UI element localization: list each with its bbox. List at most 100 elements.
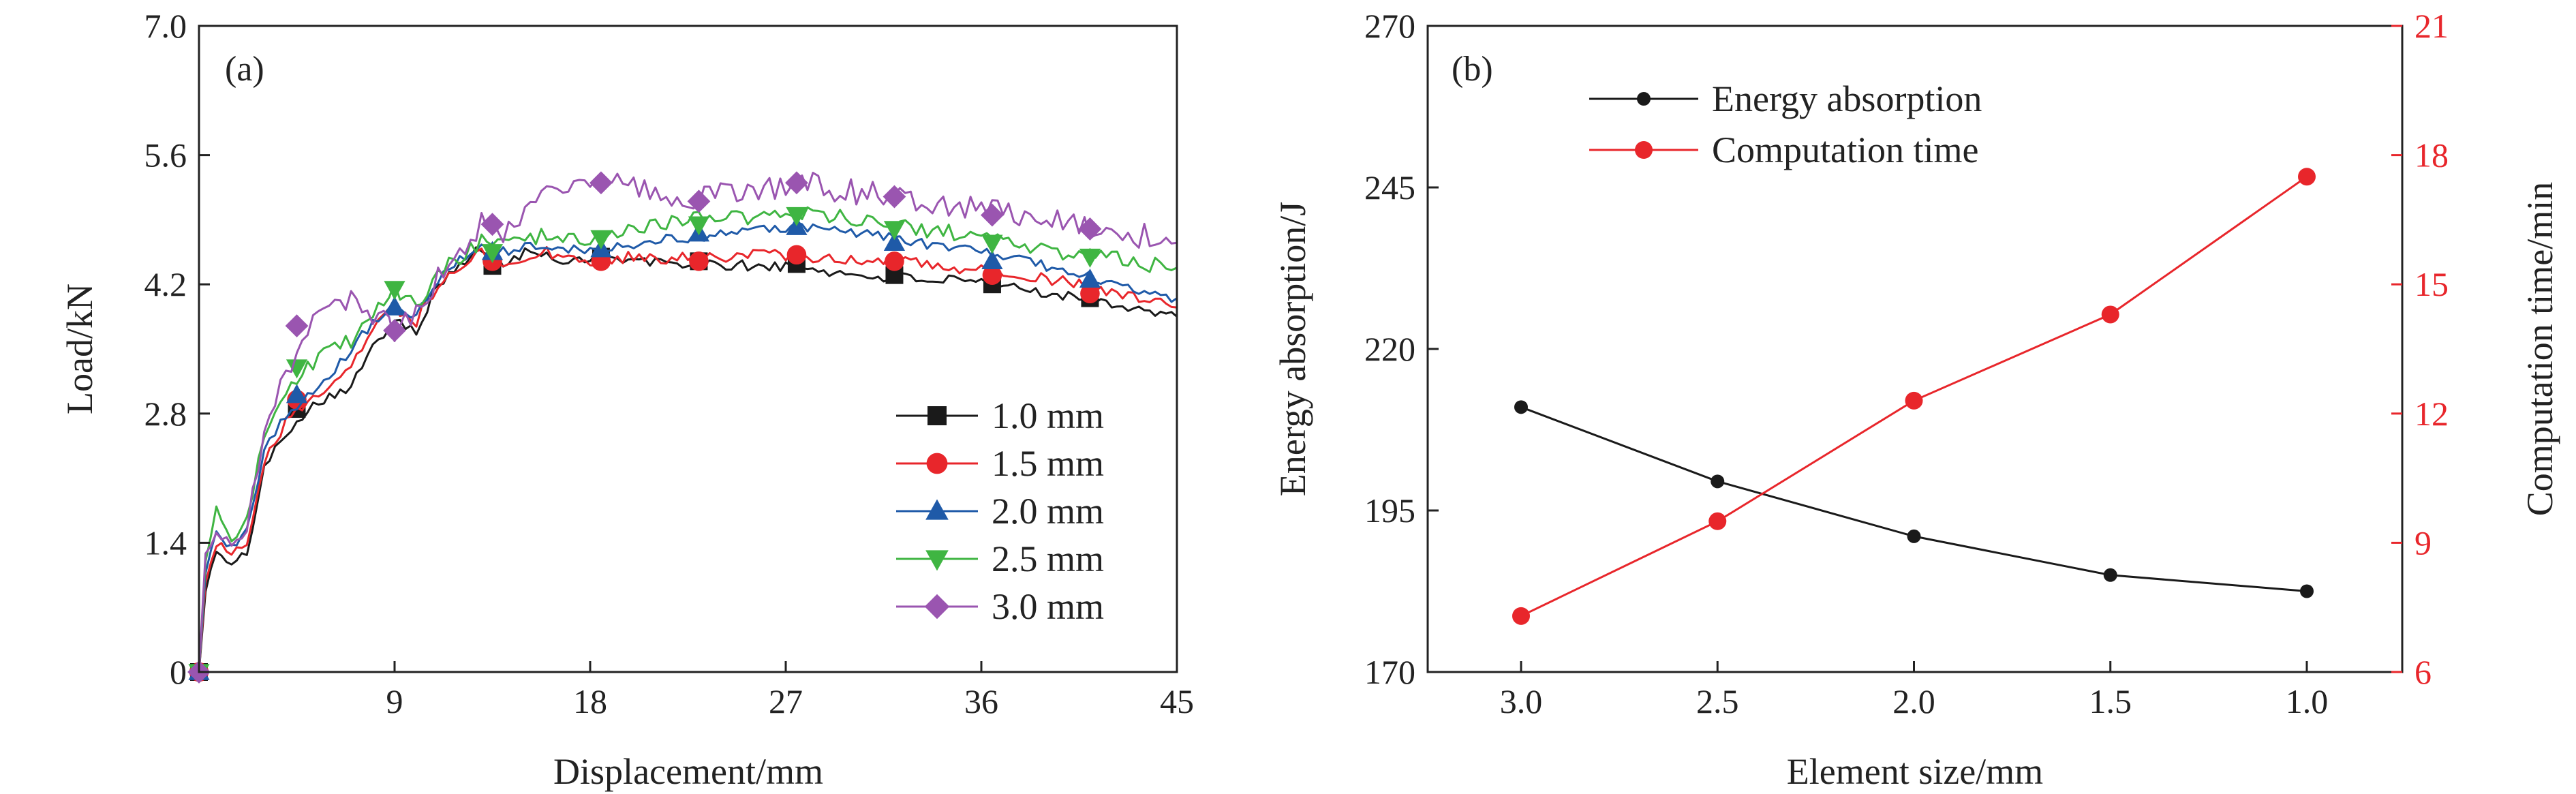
panel-a-data-point (885, 251, 904, 271)
panel-b-left-y-tick-label: 195 (1364, 491, 1415, 530)
panel-b-data-point-computation-time (2101, 305, 2119, 324)
panel-a-data-point (689, 251, 709, 271)
panel-a-y-ticks: 0 1.4 2.8 4.2 5.6 7.0 (144, 7, 210, 691)
panel-b-legend-marker (1637, 92, 1651, 106)
panel-b-data-point-energy-absorption (2300, 584, 2314, 598)
panel-b-left-y-tick-label: 270 (1364, 7, 1415, 45)
panel-a-legend-label: 1.0 mm (992, 395, 1104, 436)
panel-a-plot-area (187, 171, 1178, 684)
panel-b-left-y-tick-label: 220 (1364, 330, 1415, 368)
panel-b-right-y-tick-label: 21 (2414, 7, 2449, 45)
panel-a-data-point (481, 244, 504, 264)
panel-b-x-tick-label: 3.0 (1500, 682, 1543, 720)
panel-a-data-point (286, 359, 308, 379)
panel-b-right-y-axis-title: Computation time/min (2519, 182, 2560, 516)
panel-a-label: (a) (225, 50, 264, 89)
panel-a-data-point (285, 314, 309, 338)
panel-a-data-point (383, 319, 406, 342)
panel-b-data-point-energy-absorption (1907, 529, 1921, 543)
panel-a-series-line-15 (198, 246, 1178, 673)
panel-a-data-point (981, 234, 1003, 254)
panel-b-data-point-energy-absorption (1711, 474, 1725, 489)
panel-b-right-y-tick-label: 12 (2414, 395, 2449, 433)
panel-b-left-y-tick-label: 245 (1364, 168, 1415, 207)
panel-a-data-point (883, 185, 906, 209)
panel-b-data-point-computation-time (1708, 512, 1727, 530)
panel-b-right-y-ticks: 6 9 12 15 18 21 (2391, 7, 2449, 691)
panel-b-data-point-computation-time (1905, 391, 1923, 410)
panel-a-x-tick-label: 45 (1160, 682, 1194, 720)
panel-a-data-point (1079, 269, 1101, 288)
panel-b-data-point-computation-time (1512, 607, 1530, 625)
panel-a-series-line-30 (198, 172, 1178, 673)
panel-b-x-tick-label: 2.5 (1696, 682, 1739, 720)
panel-a-data-point (480, 213, 504, 236)
panel-a-legend-marker (926, 453, 948, 474)
panel-a-frame (198, 25, 1178, 673)
panel-a-x-axis-title: Displacement/mm (553, 751, 823, 792)
panel-b-series-line-energy-absorption (1520, 406, 2307, 592)
panel-a-legend-marker (924, 594, 950, 620)
panel-a-y-tick-label: 2.8 (144, 395, 187, 433)
panel-a-data-point (982, 265, 1002, 285)
panel-a-data-point (883, 221, 906, 241)
panel-a-load-displacement-chart: (a) Displacement/mm Load/kN 9 18 27 36 45 0 1… (59, 7, 1194, 792)
panel-a-legend-label: 2.0 mm (992, 491, 1104, 532)
panel-a-data-point (589, 171, 613, 195)
panel-a-legend-marker (925, 550, 949, 571)
panel-a-data-point (688, 216, 710, 236)
panel-a-data-point (384, 281, 405, 301)
panel-b-right-y-tick-label: 15 (2414, 265, 2449, 303)
panel-b-frame (1426, 25, 2404, 673)
panel-a-x-tick-label: 36 (964, 682, 998, 720)
panel-a-legend-marker (925, 499, 949, 520)
panel-b-right-y-tick-label: 9 (2414, 523, 2432, 562)
panel-a-data-point (1080, 284, 1100, 304)
panel-a-y-tick-label: 7.0 (144, 7, 187, 45)
panel-a-y-tick-label: 4.2 (144, 265, 187, 303)
panel-b-label: (b) (1452, 50, 1493, 89)
panel-b-x-axis-title: Element size/mm (1787, 751, 2043, 792)
panel-b-data-point-energy-absorption (1514, 400, 1528, 414)
panel-a-x-ticks: 9 18 27 36 45 (386, 661, 1194, 720)
panel-a-x-tick-label: 18 (573, 682, 607, 720)
panel-b-x-tick-label: 1.5 (2089, 682, 2132, 720)
panel-a-data-point (883, 232, 906, 251)
panel-a-legend-marker (927, 406, 947, 425)
panel-a-series-line-20 (198, 221, 1178, 673)
panel-a-data-point (384, 296, 405, 316)
panel-a-x-tick-label: 27 (769, 682, 803, 720)
panel-b-plot-area (1512, 26, 2404, 672)
panel-b-right-y-tick-label: 18 (2414, 136, 2449, 174)
panel-a-legend-label: 2.5 mm (992, 538, 1104, 579)
panel-b-left-y-axis-title: Energy absorption/J (1272, 202, 1313, 496)
panel-a-data-point (785, 171, 808, 195)
panel-b-x-tick-label: 1.0 (2286, 682, 2329, 720)
panel-b-x-ticks: 3.0 2.5 2.0 1.5 1.0 (1500, 661, 2329, 720)
panel-a-data-point (1078, 217, 1102, 241)
panel-a-data-point (1079, 248, 1101, 268)
panel-a-data-point (590, 230, 612, 249)
panel-b-legend-marker (1635, 141, 1653, 159)
panel-b-legend: Energy absorption Computation time (1589, 78, 1982, 170)
panel-a-series-line-10 (198, 246, 1178, 673)
panel-a-data-point (981, 250, 1003, 270)
panel-b-left-y-tick-label: 170 (1364, 653, 1415, 691)
panel-a-y-axis-title: Load/kN (59, 284, 100, 414)
panel-a-series-line-25 (198, 206, 1178, 673)
panel-b-data-point-computation-time (2298, 168, 2316, 186)
panel-b-legend-label: Energy absorption (1712, 78, 1982, 119)
panel-a-data-point (286, 384, 308, 403)
panel-b-left-y-ticks: 170 195 220 245 270 (1364, 7, 1439, 691)
panel-b-data-point-energy-absorption (2103, 568, 2117, 582)
panel-a-data-point (786, 207, 808, 226)
panel-b-legend-label: Computation time (1712, 129, 1978, 170)
panel-a-data-point (981, 203, 1004, 227)
panel-b-right-y-tick-label: 6 (2414, 653, 2432, 691)
panel-a-legend: 1.0 mm 1.5 mm 2.0 mm 2.5 mm 3.0 mm (896, 395, 1104, 627)
panel-a-y-tick-label: 0 (170, 653, 187, 691)
panel-a-data-point (786, 245, 807, 265)
panel-a-legend-label: 3.0 mm (992, 586, 1104, 627)
panel-a-legend-label: 1.5 mm (992, 443, 1104, 484)
